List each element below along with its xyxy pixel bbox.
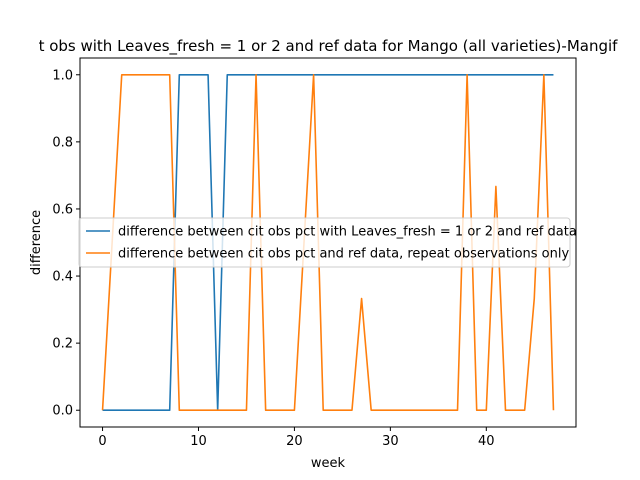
x-tick-label: 30 [382,434,399,449]
y-tick-label: 0.0 [52,404,73,419]
y-axis-label: difference [29,210,44,275]
y-tick-label: 0.8 [52,135,73,150]
legend-entry-series-1: difference between cit obs pct with Leav… [118,225,577,240]
x-axis-ticks: 0 10 20 30 40 [98,427,495,449]
x-tick-label: 0 [98,434,106,449]
legend-box [78,217,571,268]
series-line-2 [101,73,555,412]
x-tick-label: 40 [478,434,495,449]
legend: difference between cit obs pct with Leav… [78,217,577,268]
y-axis-ticks: 0.0 0.2 0.4 0.6 0.8 1.0 [52,68,80,419]
x-tick-label: 20 [286,434,303,449]
y-tick-label: 0.4 [52,270,73,285]
legend-entry-series-2: difference between cit obs pct and ref d… [118,247,569,262]
x-axis-label: week [311,456,346,471]
chart-title: t obs with Leaves_fresh = 1 or 2 and ref… [39,37,619,56]
y-tick-label: 0.6 [52,202,73,217]
series-layer [101,73,555,412]
x-tick-label: 10 [190,434,207,449]
y-tick-label: 0.2 [52,337,73,352]
series-line-1 [102,73,554,412]
y-tick-label: 1.0 [52,68,73,83]
